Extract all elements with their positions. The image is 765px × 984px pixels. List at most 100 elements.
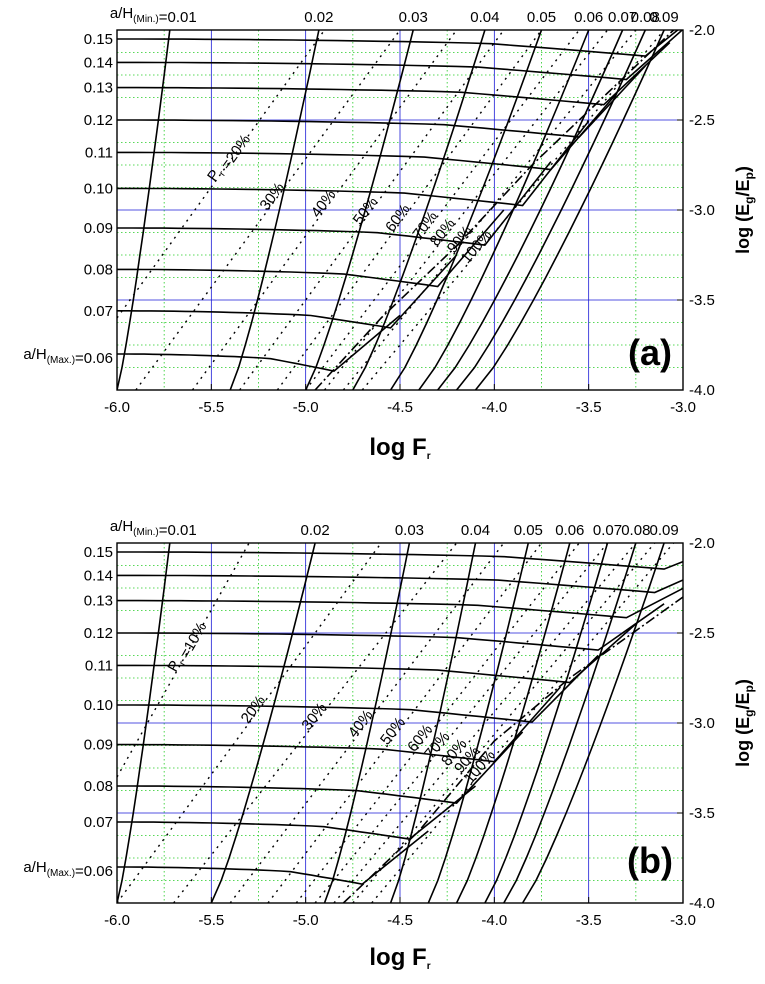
left-aH-label: 0.09 bbox=[84, 737, 113, 754]
P-isoline bbox=[361, 30, 665, 390]
top-aH-label: 0.04 bbox=[470, 9, 499, 26]
aH-diagonal-0.05 bbox=[427, 543, 530, 903]
aH-curve-0.11 bbox=[117, 92, 618, 171]
P-isoline bbox=[117, 543, 250, 778]
aH-diagonal-0.04 bbox=[352, 30, 486, 390]
y-tick-label: -3.0 bbox=[689, 715, 715, 732]
aH-curve-0.15 bbox=[117, 551, 683, 570]
y-tick-label: -4.0 bbox=[689, 382, 715, 399]
top-min-label: a/H(Min.)=0.01 bbox=[110, 5, 197, 26]
panel-a: -6.0 -5.5 -5.0 -4.5 -4.0 -3.5 -3.0 -2.0 -2.5 -3.0… bbox=[23, 5, 756, 462]
boundary-envelope bbox=[314, 30, 675, 390]
P-isoline bbox=[191, 30, 458, 390]
y-tick-label: -3.0 bbox=[689, 202, 715, 219]
plot-area bbox=[117, 543, 683, 903]
panel-b: -6.0 -5.5 -5.0 -4.5 -4.0 -3.5 -3.0 -2.0 -2.5 -3.0… bbox=[23, 518, 756, 972]
y-tick-label: -2.0 bbox=[689, 535, 715, 552]
x-axis-title: log Fr bbox=[369, 434, 430, 462]
aH-curve-0.08 bbox=[117, 731, 524, 804]
P-label-group: 50% bbox=[350, 194, 381, 228]
x-tick-label: -4.5 bbox=[387, 912, 413, 929]
top-aH-label: 0.06 bbox=[555, 522, 584, 539]
x-tick-label: -5.0 bbox=[293, 399, 319, 416]
top-aH-label: 0.08 bbox=[631, 9, 660, 26]
aH-diagonal-0.02 bbox=[229, 30, 320, 390]
P-label: 60% bbox=[382, 201, 413, 235]
x-tick-label: -4.0 bbox=[481, 912, 507, 929]
x-tick-label: -4.5 bbox=[387, 399, 413, 416]
P-label: 20% bbox=[238, 692, 269, 726]
x-tick-label: -3.5 bbox=[576, 912, 602, 929]
x-axis-title: log Fr bbox=[369, 944, 430, 972]
y-axis-title-part: /E bbox=[733, 692, 753, 709]
y-tick-label: -2.0 bbox=[689, 22, 715, 39]
aH-diagonal-0.09 bbox=[521, 543, 665, 903]
left-aH-label: 0.10 bbox=[84, 697, 113, 714]
left-aH-label: 0.15 bbox=[84, 31, 113, 48]
aH-curve-0.12 bbox=[117, 65, 646, 138]
left-max-label: a/H(Max.)=0.06 bbox=[23, 346, 113, 367]
left-max-label-part: a/H bbox=[23, 859, 46, 876]
left-aH-label: 0.14 bbox=[84, 54, 113, 71]
left-aH-label: 0.14 bbox=[84, 567, 113, 584]
left-max-label-part: (Max.) bbox=[47, 868, 75, 879]
aH-diagonal-0.07 bbox=[437, 30, 624, 390]
P-label: 50% bbox=[350, 194, 381, 228]
aH-diagonal-0.05 bbox=[389, 30, 543, 390]
P-label-group: 30% bbox=[298, 700, 330, 734]
left-max-label-part: =0.06 bbox=[75, 863, 113, 880]
P-isoline bbox=[352, 543, 656, 903]
left-aH-label: 0.12 bbox=[84, 625, 113, 642]
x-tick-label: -5.0 bbox=[293, 912, 319, 929]
y-axis-title-group: log (Eg/Ep) bbox=[733, 679, 756, 767]
aH-curve-0.09 bbox=[117, 686, 561, 763]
top-min-label-part: a/H bbox=[110, 5, 133, 22]
top-aH-label: 0.08 bbox=[621, 522, 650, 539]
left-aH-label: 0.08 bbox=[84, 261, 113, 278]
aH-diagonal-0.07 bbox=[484, 543, 609, 903]
P-label: Pr =10% bbox=[164, 617, 210, 676]
P-label-group: Pr =10% bbox=[164, 617, 210, 676]
P-label-group: 50% bbox=[377, 714, 409, 748]
y-axis-title-part: log (E bbox=[733, 204, 753, 254]
x-tick-label: -3.0 bbox=[670, 399, 696, 416]
top-aH-label: 0.03 bbox=[399, 9, 428, 26]
plot-area bbox=[117, 30, 683, 390]
left-aH-label: 0.11 bbox=[85, 144, 113, 161]
aH-diagonal-0.06 bbox=[418, 30, 590, 390]
top-min-label-part: =0.01 bbox=[159, 522, 197, 539]
y-axis-title-part: p bbox=[742, 172, 756, 179]
left-aH-label: 0.11 bbox=[85, 657, 113, 674]
x-axis-title-part: r bbox=[427, 451, 431, 462]
left-aH-label: 0.13 bbox=[84, 593, 113, 610]
left-aH-label: 0.07 bbox=[84, 814, 113, 831]
top-aH-label: 0.09 bbox=[650, 522, 679, 539]
x-axis-title-part: log F bbox=[369, 434, 426, 461]
aH-diagonal-0.03 bbox=[304, 30, 414, 390]
y-tick-label: -3.5 bbox=[689, 805, 715, 822]
y-axis-title-part: log (E bbox=[733, 717, 753, 767]
aH-curve-0.07 bbox=[117, 254, 458, 329]
aH-curve-0.13 bbox=[117, 42, 671, 106]
P-label-group: 20% bbox=[238, 692, 269, 726]
left-aH-label: 0.15 bbox=[84, 544, 113, 561]
x-tick-label: -3.0 bbox=[670, 912, 696, 929]
y-tick-label: -4.0 bbox=[689, 895, 715, 912]
panel-label: (b) bbox=[627, 840, 673, 881]
left-aH-label: 0.10 bbox=[84, 180, 113, 197]
aH-curve-0.09 bbox=[117, 161, 552, 246]
aH-diagonal-0.01 bbox=[117, 30, 171, 390]
aH-diagonal-0.09 bbox=[474, 30, 665, 390]
aH-curve-0.14 bbox=[117, 30, 683, 81]
aH-curve-0.06 bbox=[117, 314, 401, 372]
P-isoline bbox=[239, 30, 505, 390]
aH-curve-0.08 bbox=[117, 209, 505, 288]
P-label: 50% bbox=[377, 714, 409, 748]
top-min-label-part: (Min.) bbox=[133, 527, 159, 538]
P-label-part: r bbox=[177, 659, 189, 668]
aH-curve-0.07 bbox=[117, 785, 477, 840]
x-tick-label: -4.0 bbox=[481, 399, 507, 416]
top-min-label-part: =0.01 bbox=[159, 9, 197, 26]
aH-curve-0.1 bbox=[117, 120, 590, 207]
y-axis-title-part: g bbox=[742, 710, 756, 717]
